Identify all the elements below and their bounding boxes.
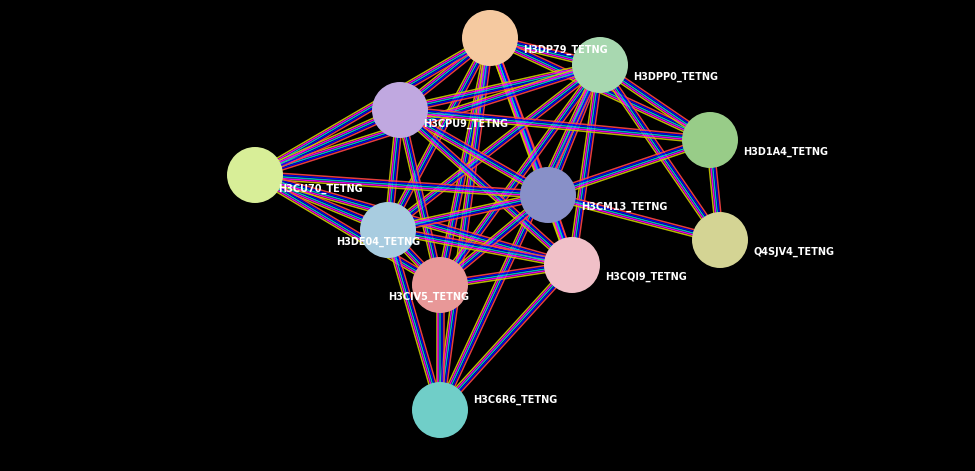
Circle shape [544, 237, 600, 293]
Text: H3CU70_TETNG: H3CU70_TETNG [278, 184, 363, 194]
Circle shape [372, 82, 428, 138]
Circle shape [462, 10, 518, 66]
Circle shape [412, 382, 468, 438]
Text: H3C6R6_TETNG: H3C6R6_TETNG [473, 395, 558, 405]
Circle shape [227, 147, 283, 203]
Text: H3CM13_TETNG: H3CM13_TETNG [581, 202, 667, 212]
Text: H3DE04_TETNG: H3DE04_TETNG [336, 237, 420, 247]
Circle shape [682, 112, 738, 168]
Circle shape [520, 167, 576, 223]
Text: H3DP79_TETNG: H3DP79_TETNG [523, 45, 607, 55]
Circle shape [692, 212, 748, 268]
Text: H3DPP0_TETNG: H3DPP0_TETNG [633, 72, 718, 82]
Text: H3CIV5_TETNG: H3CIV5_TETNG [388, 292, 469, 302]
Circle shape [412, 257, 468, 313]
Text: H3D1A4_TETNG: H3D1A4_TETNG [743, 147, 828, 157]
Text: Q4SJV4_TETNG: Q4SJV4_TETNG [753, 247, 834, 257]
Text: H3CQI9_TETNG: H3CQI9_TETNG [605, 272, 686, 282]
Circle shape [572, 37, 628, 93]
Text: H3CPU9_TETNG: H3CPU9_TETNG [423, 119, 508, 129]
Circle shape [360, 202, 416, 258]
